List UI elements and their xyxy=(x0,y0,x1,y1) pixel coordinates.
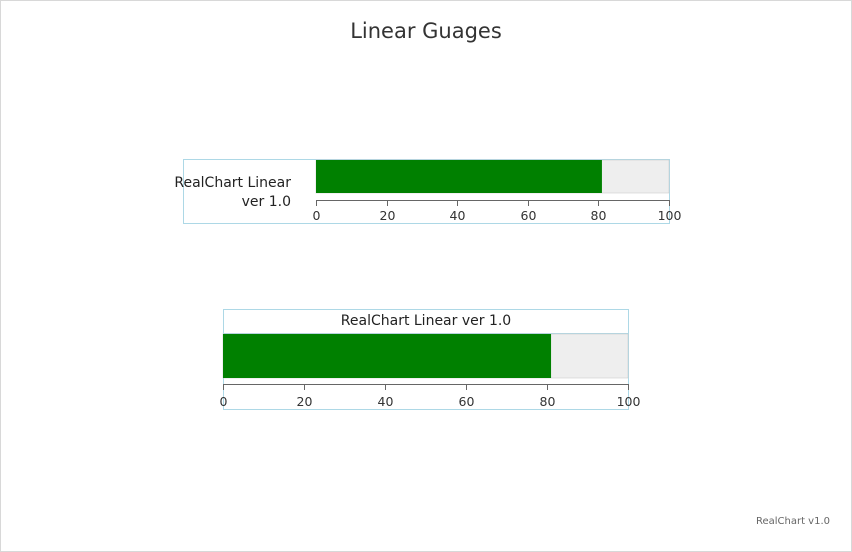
gauge-tick-label: 60 xyxy=(459,394,475,409)
gauge-tick-label: 20 xyxy=(297,394,313,409)
gauge-tick-label: 80 xyxy=(591,208,607,223)
gauge-tick-label: 100 xyxy=(658,208,682,223)
gauge-tick-label: 80 xyxy=(540,394,556,409)
gauge-label: RealChart Linear xyxy=(174,175,291,191)
gauge-value-bar xyxy=(223,334,552,378)
gauge-tick-label: 0 xyxy=(220,394,228,409)
gauge-tick-label: 20 xyxy=(380,208,396,223)
gauge-tick-label: 60 xyxy=(521,208,537,223)
gauge-tick-label: 40 xyxy=(450,208,466,223)
linear-gauge-2: 0 20 40 60 80 100 RealChart Linear ver 1.0 xyxy=(220,309,641,410)
gauge-label: ver 1.0 xyxy=(242,194,291,210)
gauge-tick-label: 40 xyxy=(378,394,394,409)
gauge-label: RealChart Linear ver 1.0 xyxy=(341,313,511,329)
credits-label: RealChart v1.0 xyxy=(755,516,830,527)
gauge-tick-label: 100 xyxy=(617,394,641,409)
linear-gauge-1: 0 20 40 60 80 100 RealChart Linear ver 1.0 xyxy=(174,159,682,224)
gauge-tick-label: 0 xyxy=(313,208,321,223)
gauge-frame xyxy=(183,159,670,224)
gauge-value-bar xyxy=(316,160,602,193)
chart-title: Linear Guages xyxy=(350,19,502,43)
